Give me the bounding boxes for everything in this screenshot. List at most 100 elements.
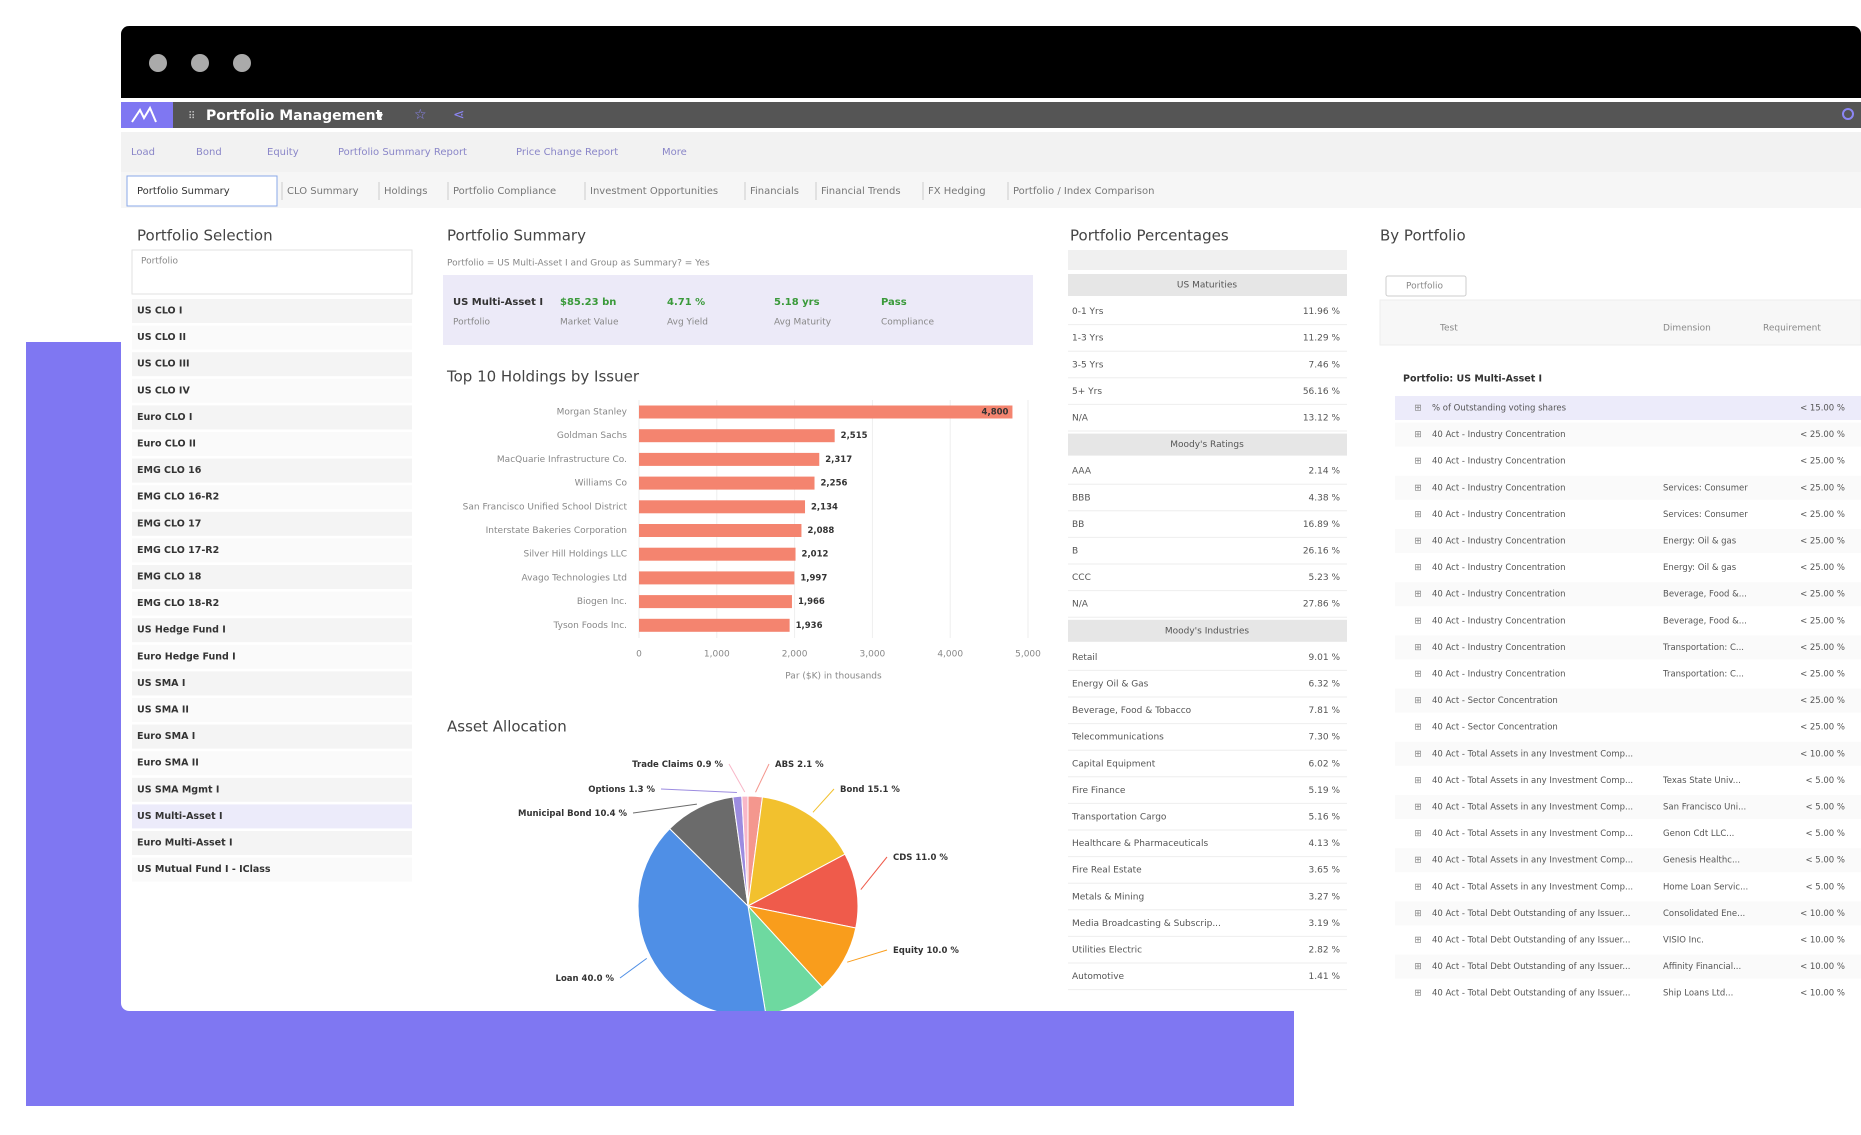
pie-slice[interactable]: [669, 796, 749, 908]
list-row[interactable]: [132, 565, 412, 589]
table-row[interactable]: [1395, 688, 1861, 713]
group-row[interactable]: Portfolio: US Multi-Asset I: [1403, 374, 1542, 385]
tab[interactable]: Portfolio Compliance: [453, 186, 556, 197]
bar[interactable]: [639, 547, 796, 561]
pie-slice[interactable]: [747, 904, 823, 1015]
list-item[interactable]: EMG CLO 17: [137, 518, 201, 529]
table-row[interactable]: [1395, 396, 1861, 420]
bar[interactable]: [639, 405, 1013, 419]
table-row[interactable]: [1395, 821, 1861, 846]
filter-label[interactable]: Portfolio: [1406, 282, 1444, 292]
window-dot[interactable]: [191, 54, 209, 72]
bar[interactable]: [639, 452, 820, 466]
list-item[interactable]: Euro CLO I: [137, 412, 192, 423]
active-tab[interactable]: [126, 175, 278, 207]
table-row[interactable]: [1395, 874, 1861, 899]
list-row[interactable]: [132, 698, 412, 722]
list-row[interactable]: [132, 458, 412, 483]
bar[interactable]: [639, 618, 790, 632]
list-item[interactable]: US Hedge Fund I: [137, 625, 226, 636]
table-row[interactable]: [1395, 954, 1861, 979]
toolbar-item[interactable]: Equity: [267, 147, 299, 158]
table-row[interactable]: [1395, 981, 1861, 1006]
toolbar-item[interactable]: Load: [131, 147, 155, 158]
bar[interactable]: [639, 524, 802, 537]
column-header[interactable]: Requirement: [1763, 324, 1821, 334]
list-row[interactable]: [132, 538, 412, 563]
list-row[interactable]: [132, 831, 412, 855]
tab[interactable]: Financial Trends: [821, 186, 901, 197]
bar[interactable]: [639, 571, 795, 585]
search-icon[interactable]: [1842, 108, 1854, 120]
filter-button[interactable]: [1385, 275, 1467, 297]
table-row[interactable]: [1395, 635, 1861, 660]
table-row[interactable]: [1395, 795, 1861, 819]
bar[interactable]: [639, 476, 815, 490]
list-item[interactable]: US SMA I: [137, 678, 185, 689]
tab[interactable]: FX Hedging: [928, 186, 986, 197]
list-row[interactable]: [132, 804, 412, 829]
list-row[interactable]: [132, 432, 412, 456]
list-item[interactable]: US CLO I: [137, 306, 182, 317]
table-row[interactable]: [1395, 502, 1861, 527]
table-row[interactable]: [1395, 741, 1861, 766]
bar[interactable]: [639, 595, 792, 609]
list-item[interactable]: Euro Hedge Fund I: [137, 651, 236, 662]
list-item[interactable]: US Multi-Asset I: [137, 811, 223, 822]
toolbar-item[interactable]: Portfolio Summary Report: [338, 147, 467, 158]
list-row[interactable]: [132, 671, 412, 696]
list-row[interactable]: [132, 777, 412, 802]
pie-slice[interactable]: [741, 795, 749, 907]
list-item[interactable]: Euro SMA II: [137, 758, 199, 769]
table-row[interactable]: [1395, 422, 1861, 447]
list-item[interactable]: US SMA Mgmt I: [137, 784, 219, 795]
table-row[interactable]: [1395, 582, 1861, 607]
table-row[interactable]: [1395, 768, 1861, 793]
table-row[interactable]: [1395, 529, 1861, 553]
list-item[interactable]: EMG CLO 17-R2: [137, 545, 219, 556]
tab[interactable]: Holdings: [384, 186, 427, 197]
tab[interactable]: Portfolio Summary: [137, 186, 230, 197]
tab[interactable]: Investment Opportunities: [590, 186, 718, 197]
column-header[interactable]: Portfolio: [141, 257, 179, 267]
column-header[interactable]: Dimension: [1663, 324, 1711, 334]
pie-slice[interactable]: [746, 853, 859, 929]
table-row[interactable]: [1395, 475, 1861, 500]
table-row[interactable]: [1395, 662, 1861, 686]
window-dot[interactable]: [149, 54, 167, 72]
list-row[interactable]: [132, 751, 412, 776]
table-row[interactable]: [1395, 848, 1861, 873]
list-item[interactable]: Euro SMA I: [137, 731, 195, 742]
logo[interactable]: [121, 102, 173, 128]
list-row[interactable]: [132, 591, 412, 616]
pie-slice[interactable]: [747, 796, 846, 907]
bar[interactable]: [639, 500, 806, 514]
list-row[interactable]: [132, 618, 412, 643]
list-row[interactable]: [132, 378, 412, 403]
tab[interactable]: Financials: [750, 186, 799, 197]
list-item[interactable]: Euro CLO II: [137, 439, 196, 450]
list-row[interactable]: [132, 352, 412, 377]
list-item[interactable]: US CLO IV: [137, 385, 190, 396]
toolbar-item[interactable]: Price Change Report: [516, 147, 618, 158]
toolbar-item[interactable]: More: [662, 147, 687, 158]
table-row[interactable]: [1395, 608, 1861, 633]
list-row[interactable]: [132, 325, 412, 350]
list-item[interactable]: EMG CLO 16-R2: [137, 492, 219, 503]
share-icon[interactable]: ⋖: [453, 107, 465, 123]
list-row[interactable]: [132, 299, 412, 323]
list-item[interactable]: US CLO III: [137, 359, 190, 370]
list-item[interactable]: EMG CLO 18: [137, 572, 202, 583]
dropdown-caret[interactable]: ▾: [378, 111, 383, 122]
grid-icon[interactable]: ⠿: [188, 111, 195, 122]
tab[interactable]: Portfolio / Index Comparison: [1013, 186, 1154, 197]
column-header[interactable]: Test: [1439, 324, 1458, 334]
window-dot[interactable]: [233, 54, 251, 72]
pie-slice[interactable]: [637, 828, 767, 1016]
table-row[interactable]: [1395, 449, 1861, 474]
star-icon[interactable]: ☆: [414, 107, 427, 123]
list-row[interactable]: [132, 644, 412, 669]
table-row[interactable]: [1395, 715, 1861, 740]
table-row[interactable]: [1395, 901, 1861, 926]
list-row[interactable]: [132, 857, 412, 882]
